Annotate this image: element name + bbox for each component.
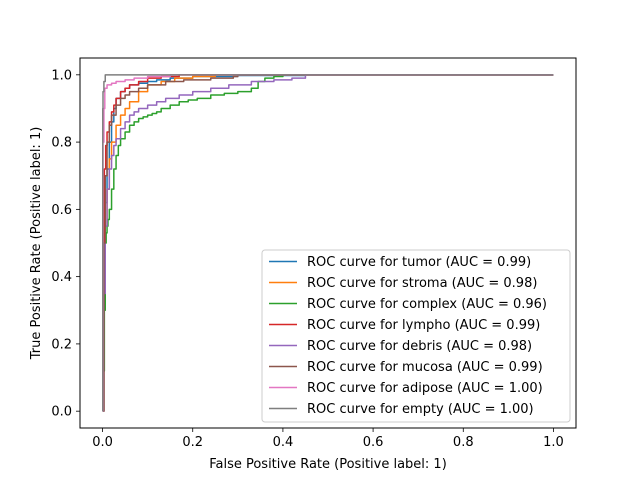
legend-frame	[261, 249, 571, 423]
curves-layer	[102, 74, 554, 412]
x-tick-label-3: 0.6	[363, 435, 384, 450]
legend-label-7: ROC curve for empty (AUC = 1.00)	[307, 402, 534, 417]
roc-curve-5	[102, 74, 554, 412]
legend: ROC curve for tumor (AUC = 0.99) ROC curv…	[261, 249, 571, 423]
legend-label-3: ROC curve for lympho (AUC = 0.99)	[307, 318, 540, 333]
legend-label-6: ROC curve for adipose (AUC = 1.00)	[307, 381, 543, 396]
x-tick-label-2: 0.4	[273, 435, 294, 450]
axes-frame	[79, 57, 577, 429]
roc-curve-7	[102, 74, 554, 412]
legend-label-4: ROC curve for debris (AUC = 0.98)	[307, 339, 532, 354]
ticks-layer: 0.0 0.2 0.4 0.6 0.8 1.0 0.0 0.2 0.4 0.6 0.8 1.0	[51, 68, 563, 450]
x-tick-label-5: 1.0	[543, 435, 564, 450]
y-axis-label: True Positive Rate (Positive label: 1)	[29, 127, 44, 361]
x-axis-label: False Positive Rate (Positive label: 1)	[209, 457, 447, 472]
y-tick-label-2: 0.4	[51, 270, 72, 285]
y-tick-label-3: 0.6	[51, 203, 72, 218]
y-tick-label-1: 0.2	[51, 337, 72, 352]
roc-curve-2	[102, 74, 554, 412]
x-tick-label-4: 0.8	[453, 435, 474, 450]
legend-label-1: ROC curve for stroma (AUC = 0.98)	[307, 276, 537, 291]
roc-curve-4	[102, 74, 554, 412]
legend-label-5: ROC curve for mucosa (AUC = 0.99)	[307, 360, 543, 375]
x-tick-label-1: 0.2	[182, 435, 203, 450]
y-tick-label-4: 0.8	[51, 136, 72, 151]
y-tick-label-5: 1.0	[51, 68, 72, 83]
y-tick-label-0: 0.0	[51, 405, 72, 420]
roc-curve-6	[102, 74, 554, 412]
x-tick-label-0: 0.0	[92, 435, 113, 450]
legend-label-0: ROC curve for tumor (AUC = 0.99)	[307, 255, 531, 270]
legend-label-2: ROC curve for complex (AUC = 0.96)	[307, 297, 547, 312]
